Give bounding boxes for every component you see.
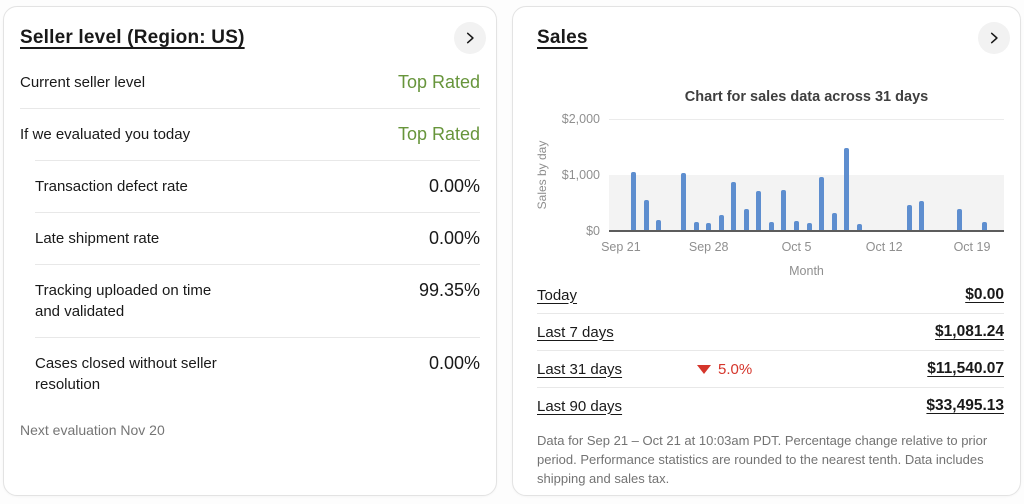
chart-bar [982, 222, 988, 230]
seller-level-card: Seller level (Region: US) Current seller… [3, 6, 497, 496]
seller-metrics-list: Current seller level Top Rated If we evalu… [20, 57, 480, 410]
chart-bar [819, 177, 824, 230]
x-axis-line [609, 230, 1004, 232]
x-tick-label: Oct 5 [781, 240, 812, 254]
chart-bar [693, 222, 699, 230]
seller-metric-row: If we evaluated you today Top Rated [20, 108, 480, 160]
sales-amount-link[interactable]: $11,540.07 [927, 360, 1004, 377]
metric-value: 0.00% [428, 228, 480, 248]
chart-bar [794, 221, 799, 230]
metric-label: Cases closed without seller resolution [35, 355, 217, 393]
x-tick-label: Sep 28 [688, 240, 729, 254]
y-tick-1000: $1,000 [561, 168, 600, 182]
chart-bar [718, 215, 724, 230]
seller-metric-row: Cases closed without seller resolution 0.… [35, 337, 480, 410]
sales-title-link[interactable]: Sales [537, 27, 588, 48]
sales-amount-link[interactable]: $0.00 [965, 286, 1004, 303]
seller-metric-row: Late shipment rate 0.00% [35, 212, 480, 264]
metric-label: Current seller level [20, 74, 146, 91]
metric-label: If we evaluated you today [20, 126, 191, 143]
sales-period-row: Last 7 days $1,081.24 [537, 314, 1004, 351]
sales-period-link[interactable]: Last 90 days [537, 397, 623, 415]
chart-bar [906, 205, 912, 230]
chart-bar [919, 201, 925, 230]
chart-bar [631, 172, 636, 230]
metric-value: 0.00% [428, 353, 480, 373]
chart-bar [806, 223, 812, 230]
y-tick-0: $0 [586, 224, 600, 238]
seller-metric-row: Current seller level Top Rated [20, 57, 480, 108]
x-axis-label: Month [789, 264, 824, 278]
sales-period-link[interactable]: Last 31 days [537, 360, 623, 378]
sales-expand-button[interactable] [978, 22, 1010, 54]
chart-bar [656, 220, 661, 230]
y-tick-2000: $2,000 [561, 112, 600, 126]
sales-period-link[interactable]: Today [537, 286, 578, 304]
chart-bar [681, 173, 687, 230]
change-percent: 5.0% [718, 360, 753, 378]
next-evaluation-note: Next evaluation Nov 20 [20, 422, 165, 438]
chart-plot-area: $2,000 $1,000 $0 Month Sep 21 Sep 28 Oct 5… [562, 112, 1004, 278]
sales-periods-list: Today $0.00 Last 7 days $1,081.24 Last 31 da… [537, 277, 1004, 424]
chart-bar [731, 182, 737, 230]
sales-amount-link[interactable]: $33,495.13 [926, 397, 1004, 414]
metric-value: 0.00% [428, 176, 480, 196]
metric-label: Transaction defect rate [35, 178, 188, 195]
chevron-right-icon [990, 32, 998, 44]
metric-value: Top Rated [397, 72, 480, 92]
chart-bar [706, 223, 712, 230]
seller-metric-row: Tracking uploaded on time and validated 9… [35, 264, 480, 337]
sales-amount-link[interactable]: $1,081.24 [935, 323, 1004, 340]
chart-bar [743, 209, 749, 230]
chart-bar [781, 190, 787, 230]
x-tick-label: Oct 19 [953, 240, 991, 254]
metric-value: Top Rated [397, 124, 480, 144]
sales-period-row: Last 90 days $33,495.13 [537, 388, 1004, 424]
chart-bar [831, 213, 837, 230]
x-tick-label: Oct 12 [865, 240, 903, 254]
chart-bar [768, 222, 774, 230]
chart-title: Chart for sales data across 31 days [684, 89, 929, 105]
chart-bar [844, 148, 850, 230]
sales-period-row: Last 31 days 5.0% $11,540.07 [537, 351, 1004, 388]
sales-bar-chart: Chart for sales data across 31 days Sale… [513, 55, 1020, 278]
y-axis-label: Sales by day [535, 140, 549, 210]
chart-bar [957, 209, 962, 230]
chart-bar [643, 200, 649, 230]
sales-data-disclaimer: Data for Sep 21 – Oct 21 at 10:03am PDT.… [537, 433, 988, 486]
sales-card: Sales Chart for sales data across 31 day… [512, 6, 1021, 496]
metric-value: 99.35% [418, 280, 480, 300]
seller-level-title-link[interactable]: Seller level (Region: US) [20, 27, 245, 48]
gridline-2000 [609, 119, 1004, 120]
metric-label: Late shipment rate [35, 230, 160, 247]
seller-level-header: Seller level (Region: US) [4, 7, 496, 55]
seller-metric-row: Transaction defect rate 0.00% [35, 160, 480, 212]
seller-level-expand-button[interactable] [454, 22, 486, 54]
band-0-1000 [609, 175, 1004, 231]
change-indicator: 5.0% [697, 361, 752, 378]
metric-label: Tracking uploaded on time and validated [35, 282, 212, 320]
x-tick-label: Sep 21 [601, 240, 641, 254]
chart-bar [856, 224, 862, 230]
chevron-right-icon [466, 32, 474, 44]
sales-period-row: Today $0.00 [537, 277, 1004, 314]
chart-bar [756, 191, 762, 230]
down-triangle-icon [697, 364, 711, 374]
sales-header: Sales [513, 7, 1020, 55]
sales-period-link[interactable]: Last 7 days [537, 323, 614, 341]
